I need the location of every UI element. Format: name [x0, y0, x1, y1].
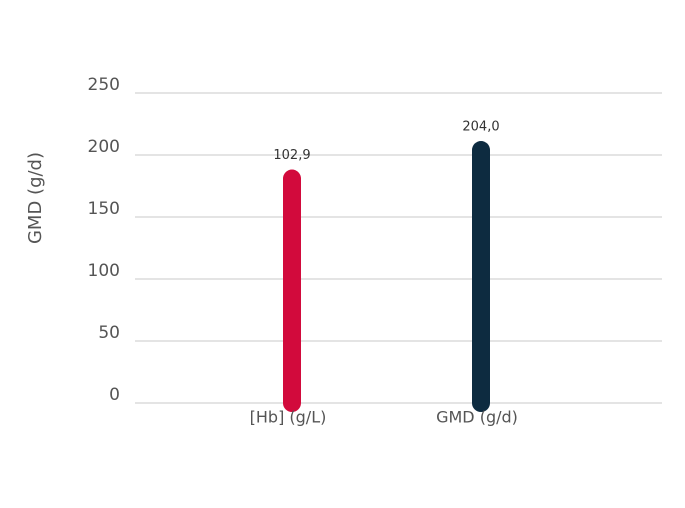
y-tick-label: 200 [88, 137, 120, 157]
x-tick-label: GMD (g/d) [436, 408, 518, 427]
y-tick-label: 250 [88, 75, 120, 95]
y-tick-label: 50 [98, 323, 120, 343]
annotation: 204,0 [462, 120, 499, 135]
y-tick-label: 150 [88, 199, 120, 219]
y-axis-label: GMD (g/d) [25, 152, 46, 244]
annotation: 102,9 [273, 148, 310, 163]
y-tick-label: 100 [88, 261, 120, 281]
y-tick-label: 0 [109, 385, 120, 405]
x-tick-label: [Hb] (g/L) [250, 408, 327, 427]
